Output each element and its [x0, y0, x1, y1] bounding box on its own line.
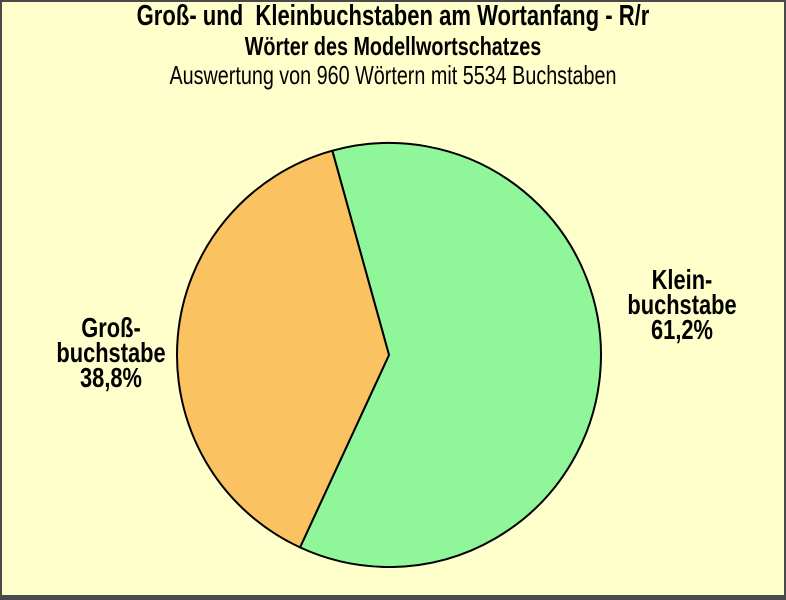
- slice-value: 61,2%: [651, 314, 713, 345]
- slice-label-line: Klein-: [651, 264, 713, 295]
- slice-label-grossbuchstabe: Groß- buchstabe 38,8%: [17, 312, 204, 393]
- window-border-right: [784, 0, 786, 600]
- slice-label-line: buchstabe: [627, 289, 737, 320]
- window-border-left: [0, 0, 2, 600]
- chart-subtitle: Wörter des Modellwortschatzes: [244, 31, 542, 61]
- window-border-bottom: [0, 595, 786, 600]
- window-border-top: [0, 0, 786, 2]
- pie-slice-kleinbuchstabe: [299, 141, 602, 568]
- chart-annotation: Auswertung von 960 Wörtern mit 5534 Buch…: [169, 60, 617, 90]
- pie-slice-grossbuchstabe: [175, 149, 390, 549]
- chart-title: Groß- und Kleinbuchstaben am Wortanfang …: [136, 0, 650, 32]
- slice-label-line: Groß-: [81, 312, 141, 343]
- slice-label-line: buchstabe: [56, 337, 166, 368]
- slice-label-kleinbuchstabe: Klein- buchstabe 61,2%: [588, 264, 775, 345]
- slice-value: 38,8%: [80, 362, 142, 393]
